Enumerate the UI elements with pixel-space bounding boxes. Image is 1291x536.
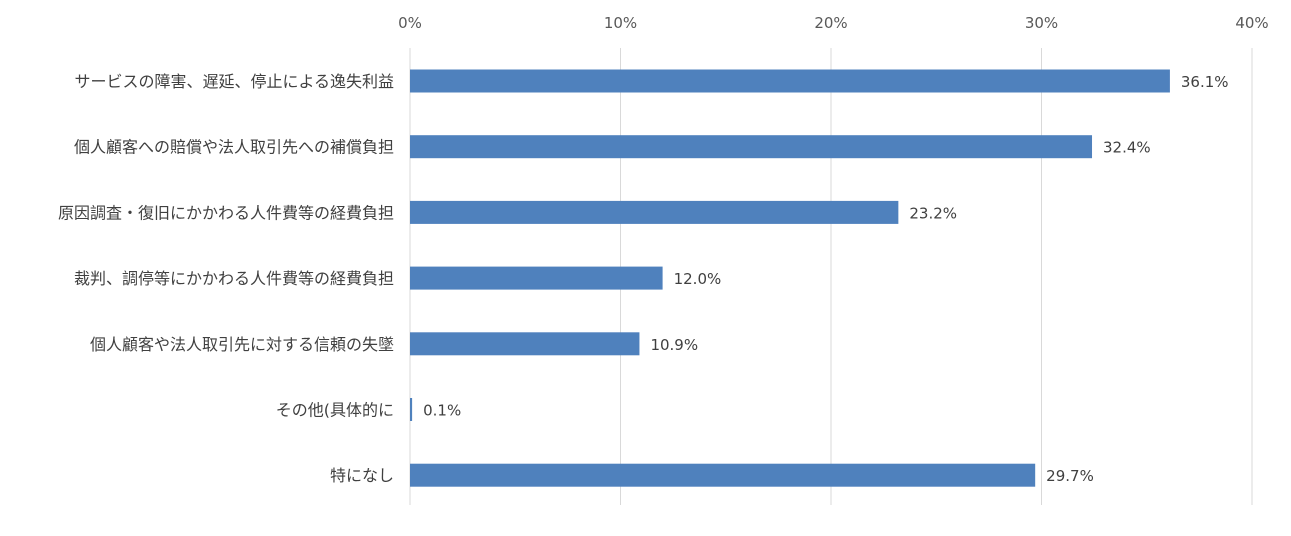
bar-2	[410, 200, 899, 224]
category-label-6: 特になし	[330, 466, 394, 485]
data-labels: 36.1% 32.4% 23.2% 12.0% 10.9% 0.1% 29.7%	[423, 73, 1228, 485]
bars	[410, 69, 1170, 487]
data-label-4: 10.9%	[650, 336, 698, 354]
data-label-1: 32.4%	[1103, 139, 1151, 157]
bar-1	[410, 135, 1093, 159]
data-label-0: 36.1%	[1181, 73, 1229, 91]
category-labels: サービスの障害、遅延、停止による逸失利益個人顧客への賠償や法人取引先への補償負担…	[58, 72, 394, 485]
x-tick-label-1: 10%	[604, 14, 637, 32]
x-tick-label-0: 0%	[398, 14, 422, 32]
data-label-5: 0.1%	[423, 402, 461, 420]
category-label-1: 個人顧客への賠償や法人取引先への補償負担	[74, 138, 394, 157]
bar-3	[410, 266, 663, 290]
category-label-0: サービスの障害、遅延、停止による逸失利益	[74, 72, 394, 91]
category-label-5: その他(具体的に	[276, 401, 394, 420]
category-label-2: 原因調査・復旧にかかわる人件費等の経費負担	[58, 203, 394, 222]
bar-0	[410, 69, 1170, 93]
data-label-6: 29.7%	[1046, 467, 1094, 485]
category-label-3: 裁判、調停等にかかわる人件費等の経費負担	[74, 269, 394, 288]
x-tick-label-2: 20%	[814, 14, 847, 32]
x-tick-label-4: 40%	[1235, 14, 1268, 32]
x-tick-label-3: 30%	[1025, 14, 1058, 32]
data-label-3: 12.0%	[674, 270, 722, 288]
bar-6	[410, 463, 1036, 487]
bar-4	[410, 332, 640, 356]
bar-5	[410, 398, 413, 421]
category-label-4: 個人顧客や法人取引先に対する信頼の失墜	[90, 335, 394, 354]
x-axis-ticks: 0% 10% 20% 30% 40%	[398, 14, 1269, 32]
gridlines	[409, 48, 1253, 505]
data-label-2: 23.2%	[909, 204, 957, 222]
